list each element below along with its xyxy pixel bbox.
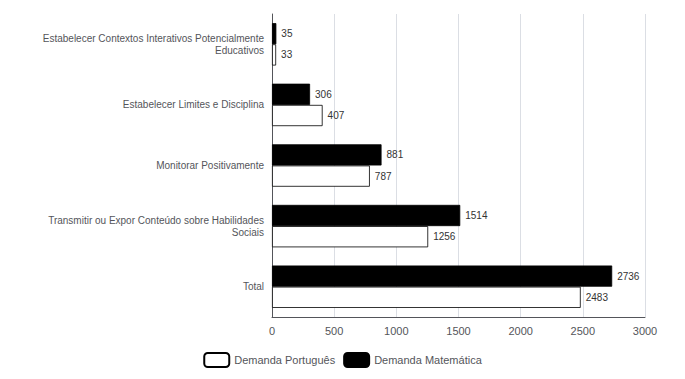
svg-text:Educativos: Educativos (215, 45, 264, 56)
svg-text:Sociais: Sociais (232, 227, 264, 238)
svg-text:1500: 1500 (446, 325, 470, 337)
svg-text:2000: 2000 (508, 325, 532, 337)
svg-text:35: 35 (281, 28, 293, 39)
svg-text:Total: Total (243, 281, 264, 292)
svg-text:500: 500 (325, 325, 343, 337)
svg-text:Estabelecer Limites e Discipli: Estabelecer Limites e Disciplina (123, 99, 265, 110)
svg-text:Demanda Matemática: Demanda Matemática (374, 354, 482, 366)
svg-text:2483: 2483 (586, 292, 609, 303)
svg-text:Monitorar Positivamente: Monitorar Positivamente (156, 160, 264, 171)
svg-text:2500: 2500 (571, 325, 595, 337)
svg-text:407: 407 (328, 110, 345, 121)
svg-text:Transmitir ou Expor Conteúdo s: Transmitir ou Expor Conteúdo sobre Habil… (48, 215, 264, 226)
svg-text:1514: 1514 (465, 210, 488, 221)
svg-text:33: 33 (281, 49, 293, 60)
svg-text:881: 881 (387, 149, 404, 160)
svg-text:Estabelecer Contextos Interati: Estabelecer Contextos Interativos Potenc… (43, 33, 265, 44)
svg-text:787: 787 (375, 171, 392, 182)
svg-text:Demanda Português: Demanda Português (234, 354, 335, 366)
svg-text:2736: 2736 (617, 271, 640, 282)
svg-text:1000: 1000 (384, 325, 408, 337)
svg-text:0: 0 (269, 325, 275, 337)
svg-text:3000: 3000 (633, 325, 657, 337)
svg-text:1256: 1256 (433, 231, 456, 242)
svg-text:306: 306 (315, 89, 332, 100)
